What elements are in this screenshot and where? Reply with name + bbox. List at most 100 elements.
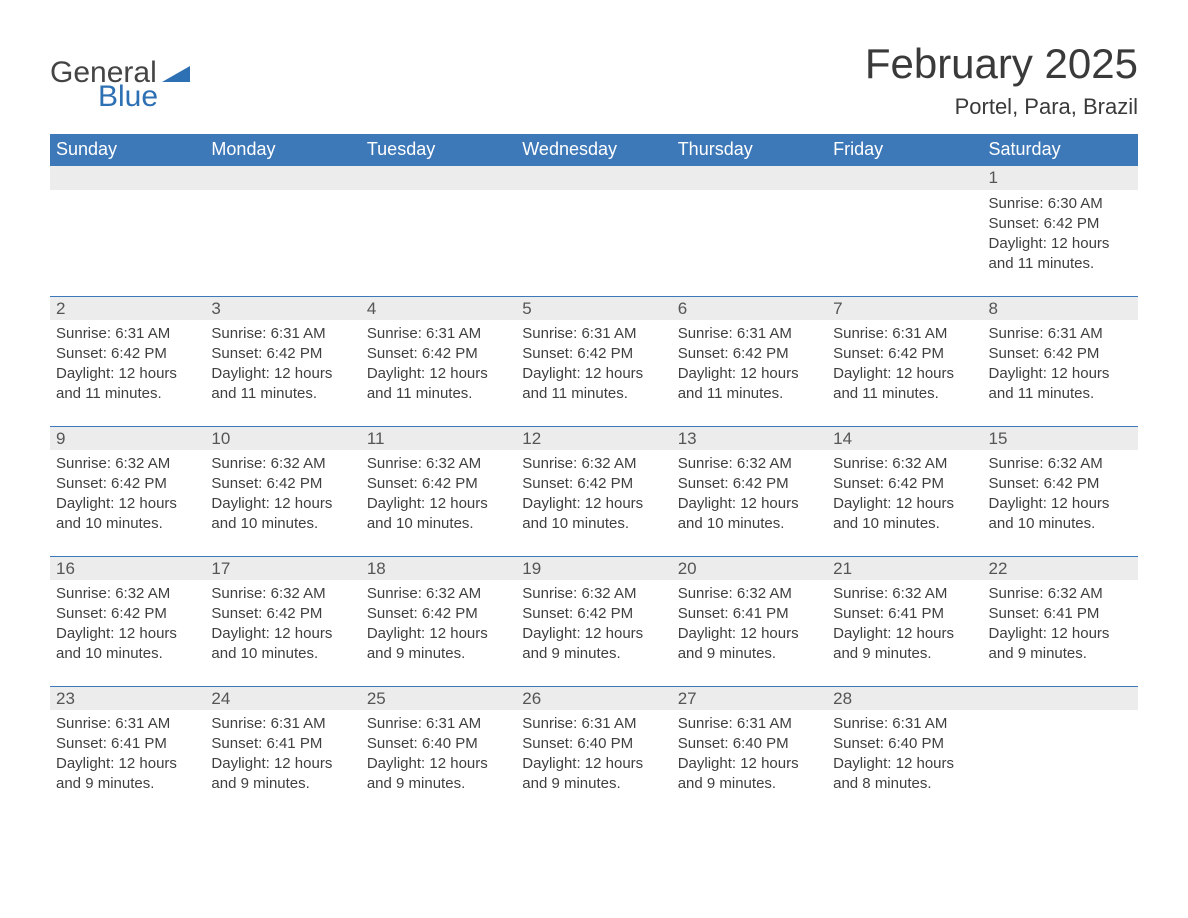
day-number: 26: [516, 686, 671, 710]
calendar-week-row: 23Sunrise: 6:31 AMSunset: 6:41 PMDayligh…: [50, 686, 1138, 816]
day-details: Sunrise: 6:31 AMSunset: 6:40 PMDaylight:…: [672, 710, 827, 798]
day-details: Sunrise: 6:32 AMSunset: 6:42 PMDaylight:…: [361, 450, 516, 538]
sunrise-line: Sunrise: 6:32 AM: [989, 584, 1132, 604]
day-number: 7: [827, 296, 982, 320]
weekday-header: Friday: [827, 134, 982, 166]
day-details: Sunrise: 6:31 AMSunset: 6:40 PMDaylight:…: [361, 710, 516, 798]
calendar-day-cell: 28Sunrise: 6:31 AMSunset: 6:40 PMDayligh…: [827, 686, 982, 816]
calendar-empty-cell: [827, 166, 982, 296]
day-details: Sunrise: 6:32 AMSunset: 6:42 PMDaylight:…: [205, 450, 360, 538]
day-number: 10: [205, 426, 360, 450]
sunrise-line: Sunrise: 6:32 AM: [211, 584, 354, 604]
weekday-header: Saturday: [983, 134, 1138, 166]
calendar-day-cell: 14Sunrise: 6:32 AMSunset: 6:42 PMDayligh…: [827, 426, 982, 556]
header-row: General Blue February 2025 Portel, Para,…: [50, 40, 1138, 120]
day-details: Sunrise: 6:32 AMSunset: 6:41 PMDaylight:…: [827, 580, 982, 668]
daylight-line: Daylight: 12 hours and 10 minutes.: [678, 494, 821, 534]
calendar-day-cell: 18Sunrise: 6:32 AMSunset: 6:42 PMDayligh…: [361, 556, 516, 686]
sunset-line: Sunset: 6:40 PM: [833, 734, 976, 754]
calendar-day-cell: 6Sunrise: 6:31 AMSunset: 6:42 PMDaylight…: [672, 296, 827, 426]
daylight-line: Daylight: 12 hours and 10 minutes.: [522, 494, 665, 534]
calendar-empty-cell: [983, 686, 1138, 816]
calendar-day-cell: 22Sunrise: 6:32 AMSunset: 6:41 PMDayligh…: [983, 556, 1138, 686]
sunrise-line: Sunrise: 6:32 AM: [522, 454, 665, 474]
day-details: Sunrise: 6:32 AMSunset: 6:42 PMDaylight:…: [50, 580, 205, 668]
sunrise-line: Sunrise: 6:32 AM: [833, 584, 976, 604]
sunrise-line: Sunrise: 6:32 AM: [678, 584, 821, 604]
daylight-line: Daylight: 12 hours and 11 minutes.: [211, 364, 354, 404]
day-number: [672, 166, 827, 190]
calendar-day-cell: 5Sunrise: 6:31 AMSunset: 6:42 PMDaylight…: [516, 296, 671, 426]
day-number: 21: [827, 556, 982, 580]
day-number: 27: [672, 686, 827, 710]
weekday-header: Sunday: [50, 134, 205, 166]
calendar-empty-cell: [50, 166, 205, 296]
day-details: Sunrise: 6:31 AMSunset: 6:42 PMDaylight:…: [50, 320, 205, 408]
day-details: Sunrise: 6:32 AMSunset: 6:42 PMDaylight:…: [516, 580, 671, 668]
sunset-line: Sunset: 6:42 PM: [989, 344, 1132, 364]
daylight-line: Daylight: 12 hours and 9 minutes.: [367, 624, 510, 664]
calendar-day-cell: 13Sunrise: 6:32 AMSunset: 6:42 PMDayligh…: [672, 426, 827, 556]
day-number: 13: [672, 426, 827, 450]
calendar-empty-cell: [361, 166, 516, 296]
weekday-header: Wednesday: [516, 134, 671, 166]
daylight-line: Daylight: 12 hours and 9 minutes.: [678, 624, 821, 664]
daylight-line: Daylight: 12 hours and 9 minutes.: [56, 754, 199, 794]
calendar-day-cell: 24Sunrise: 6:31 AMSunset: 6:41 PMDayligh…: [205, 686, 360, 816]
day-number: 24: [205, 686, 360, 710]
daylight-line: Daylight: 12 hours and 9 minutes.: [989, 624, 1132, 664]
day-number: 15: [983, 426, 1138, 450]
sunset-line: Sunset: 6:42 PM: [56, 344, 199, 364]
daylight-line: Daylight: 12 hours and 10 minutes.: [211, 624, 354, 664]
sunset-line: Sunset: 6:42 PM: [56, 474, 199, 494]
sunset-line: Sunset: 6:42 PM: [211, 604, 354, 624]
weekday-header: Monday: [205, 134, 360, 166]
day-number: 4: [361, 296, 516, 320]
sunrise-line: Sunrise: 6:31 AM: [833, 714, 976, 734]
sunset-line: Sunset: 6:40 PM: [522, 734, 665, 754]
weekday-header: Tuesday: [361, 134, 516, 166]
sunrise-line: Sunrise: 6:31 AM: [367, 714, 510, 734]
calendar-day-cell: 21Sunrise: 6:32 AMSunset: 6:41 PMDayligh…: [827, 556, 982, 686]
day-number: 3: [205, 296, 360, 320]
flag-icon: [162, 64, 190, 82]
day-number: 5: [516, 296, 671, 320]
day-number: 2: [50, 296, 205, 320]
day-details: Sunrise: 6:32 AMSunset: 6:41 PMDaylight:…: [672, 580, 827, 668]
day-number: 17: [205, 556, 360, 580]
daylight-line: Daylight: 12 hours and 9 minutes.: [522, 624, 665, 664]
calendar-day-cell: 12Sunrise: 6:32 AMSunset: 6:42 PMDayligh…: [516, 426, 671, 556]
title-block: February 2025 Portel, Para, Brazil: [865, 40, 1138, 120]
day-details: Sunrise: 6:31 AMSunset: 6:40 PMDaylight:…: [827, 710, 982, 798]
sunset-line: Sunset: 6:40 PM: [678, 734, 821, 754]
sunrise-line: Sunrise: 6:31 AM: [989, 324, 1132, 344]
day-details: Sunrise: 6:32 AMSunset: 6:42 PMDaylight:…: [672, 450, 827, 538]
location-subtitle: Portel, Para, Brazil: [865, 94, 1138, 120]
day-number: 28: [827, 686, 982, 710]
day-number: 9: [50, 426, 205, 450]
sunrise-line: Sunrise: 6:31 AM: [522, 714, 665, 734]
day-details: Sunrise: 6:31 AMSunset: 6:41 PMDaylight:…: [205, 710, 360, 798]
day-number: [827, 166, 982, 190]
daylight-line: Daylight: 12 hours and 11 minutes.: [522, 364, 665, 404]
day-number: 22: [983, 556, 1138, 580]
sunrise-line: Sunrise: 6:32 AM: [833, 454, 976, 474]
sunset-line: Sunset: 6:42 PM: [678, 474, 821, 494]
day-details: Sunrise: 6:32 AMSunset: 6:42 PMDaylight:…: [205, 580, 360, 668]
sunset-line: Sunset: 6:42 PM: [989, 214, 1132, 234]
day-number: [516, 166, 671, 190]
calendar-day-cell: 20Sunrise: 6:32 AMSunset: 6:41 PMDayligh…: [672, 556, 827, 686]
day-number: 19: [516, 556, 671, 580]
calendar-day-cell: 17Sunrise: 6:32 AMSunset: 6:42 PMDayligh…: [205, 556, 360, 686]
weekday-header: Thursday: [672, 134, 827, 166]
sunset-line: Sunset: 6:42 PM: [367, 344, 510, 364]
logo: General Blue: [50, 58, 190, 112]
day-details: Sunrise: 6:31 AMSunset: 6:42 PMDaylight:…: [983, 320, 1138, 408]
day-details: Sunrise: 6:32 AMSunset: 6:42 PMDaylight:…: [50, 450, 205, 538]
sunrise-line: Sunrise: 6:32 AM: [989, 454, 1132, 474]
day-details: Sunrise: 6:31 AMSunset: 6:42 PMDaylight:…: [361, 320, 516, 408]
day-number: 1: [983, 166, 1138, 190]
day-number: [361, 166, 516, 190]
day-details: Sunrise: 6:32 AMSunset: 6:42 PMDaylight:…: [827, 450, 982, 538]
calendar-day-cell: 19Sunrise: 6:32 AMSunset: 6:42 PMDayligh…: [516, 556, 671, 686]
